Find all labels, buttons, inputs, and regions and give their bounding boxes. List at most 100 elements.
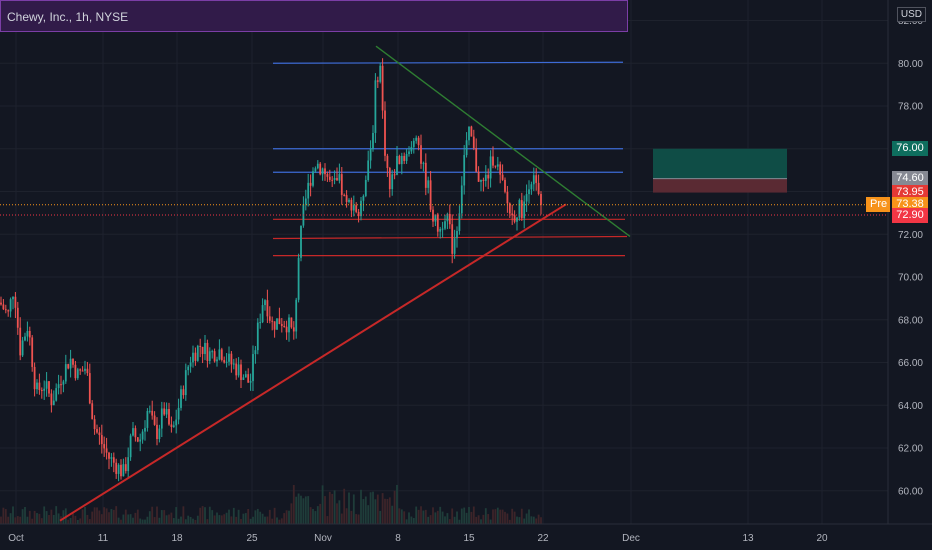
x-tick-label: 18: [171, 533, 183, 544]
candle-body: [297, 257, 300, 300]
candle-body: [388, 167, 391, 190]
volume-bar: [33, 510, 36, 524]
volume-bar: [43, 506, 46, 524]
volume-bar: [412, 518, 415, 524]
red-level-line: [272, 235, 628, 240]
volume-bar: [429, 515, 432, 524]
candle-body: [290, 317, 293, 328]
candle-body: [355, 205, 358, 212]
candle-body: [60, 384, 62, 386]
y-tick-label: 62.00: [898, 444, 923, 455]
candle-body: [98, 432, 101, 436]
candle-body: [86, 368, 89, 374]
candle-body: [379, 65, 382, 82]
candle-body: [465, 140, 468, 156]
candle-body: [117, 464, 120, 474]
candle-body: [316, 163, 319, 169]
candle-body: [528, 189, 530, 195]
volume-bar: [72, 513, 74, 524]
volume-bar: [235, 516, 238, 524]
price-axis[interactable]: [888, 0, 932, 524]
candle-body: [393, 174, 396, 176]
downtrend-line: [375, 45, 631, 237]
blue-level-line: [272, 61, 624, 64]
volume-bar: [484, 508, 487, 524]
candle-body: [242, 377, 245, 380]
volume-bar: [55, 506, 58, 524]
candle-body: [537, 182, 540, 195]
volume-bar: [415, 506, 418, 524]
currency-badge[interactable]: USD: [896, 7, 926, 22]
volume-bar: [172, 518, 175, 524]
candle-body: [307, 182, 310, 199]
candle-body: [427, 180, 430, 188]
candle-body: [352, 205, 355, 211]
volume-bar: [456, 511, 458, 524]
volume-bar: [242, 513, 245, 524]
volume-bar: [14, 517, 17, 524]
volume-bar: [475, 516, 478, 524]
candle-body: [148, 410, 151, 412]
volume-bar: [110, 509, 113, 524]
candle-body: [513, 215, 516, 222]
candle-body: [69, 358, 72, 369]
candle-body: [384, 110, 386, 156]
candle-body: [436, 214, 439, 232]
volume-bar: [444, 516, 446, 524]
volume-bar: [240, 519, 242, 524]
chart-grid: [0, 0, 888, 524]
candle-body: [283, 325, 286, 327]
candle-body: [108, 452, 110, 459]
candle-body: [372, 132, 374, 149]
candle-body: [12, 296, 14, 300]
volume-bar: [182, 506, 185, 524]
volume-bar: [206, 519, 209, 524]
volume-bar: [530, 516, 533, 524]
candle-body: [280, 324, 283, 326]
candle-body: [235, 363, 238, 376]
candle-body: [72, 358, 74, 365]
candle-body: [206, 342, 209, 361]
volume-bar: [360, 489, 362, 524]
y-tick-label: 60.00: [898, 486, 923, 497]
candle-body: [213, 351, 216, 362]
volume-bar: [480, 519, 482, 524]
volume-bar: [405, 519, 408, 524]
volume-bar: [525, 513, 528, 524]
volume-bar: [223, 514, 226, 524]
volume-bar: [74, 515, 77, 524]
volume-bar: [103, 507, 106, 524]
candle-body: [88, 373, 91, 404]
candle-body: [170, 424, 173, 427]
volume-bar: [45, 511, 48, 524]
candle-body: [115, 462, 118, 474]
candle-body: [336, 178, 338, 181]
candle-body: [532, 175, 535, 185]
candle-body: [208, 351, 211, 361]
candle-body: [420, 145, 422, 164]
candle-body: [187, 366, 190, 371]
candle-body: [458, 213, 461, 231]
volume-bar: [283, 513, 286, 524]
x-tick-label: 8: [395, 533, 401, 544]
candle-body: [331, 179, 334, 181]
candle-body: [434, 214, 437, 222]
volume-bar: [151, 506, 154, 524]
volume-bar: [26, 516, 29, 524]
candle-body: [50, 393, 53, 406]
candle-body: [520, 200, 523, 219]
volume-bar: [434, 512, 437, 524]
symbol-header[interactable]: Chewy, Inc., 1h, NYSE: [0, 0, 628, 32]
time-axis[interactable]: [0, 524, 932, 550]
volume-bar: [520, 508, 523, 524]
volume-bar: [494, 509, 497, 524]
candle-body: [168, 408, 170, 425]
volume-bar: [292, 485, 295, 524]
volume-bar: [364, 496, 367, 524]
candle-body: [230, 353, 233, 365]
volume-bar: [278, 519, 281, 524]
volume-bar: [398, 508, 401, 524]
candlesticks: [0, 58, 542, 482]
candle-body: [321, 168, 324, 175]
